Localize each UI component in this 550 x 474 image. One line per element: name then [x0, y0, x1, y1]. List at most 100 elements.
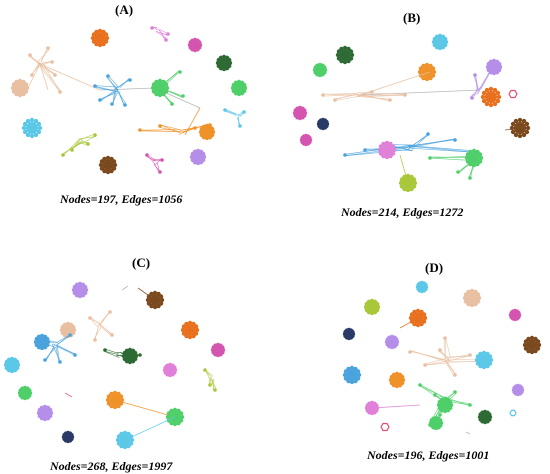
panel-d-tan-island-node [469, 288, 475, 294]
panel-b-tan-hub-edge [334, 95, 360, 102]
panel-a-magenta-fan-node [160, 158, 164, 162]
panel-c-orange-cluster-node [118, 394, 124, 399]
panel-a-label: (A) [115, 2, 134, 17]
panel-c-cyan-cluster [115, 430, 135, 450]
panel-a-green-fan [157, 70, 185, 106]
panel-c-purple-island-core [75, 285, 85, 295]
panel-b-orange-island [417, 62, 437, 82]
panel-d-green-hub-node [453, 390, 457, 394]
panel-a-pink-fan-edge [155, 31, 168, 39]
panel-c-darkgreen-cluster [121, 347, 139, 365]
panel-a-lime-fan-edge [77, 136, 97, 140]
panel-d-tan-hub-edge [409, 350, 448, 362]
panel-d-cyan-cluster-core [478, 354, 490, 366]
panel-c-orange-island-node [187, 334, 193, 340]
panel-a-pink-fan-edge [159, 29, 166, 41]
panel-c-red-link [64, 392, 73, 398]
panel-b-orange-island-node [424, 62, 430, 68]
panel-d-tan-island-node [469, 302, 475, 308]
panel-c-orange-island-node [184, 321, 189, 327]
panel-a-blue-hub-node [128, 78, 132, 82]
panel-a-tan-hub-edge [29, 55, 41, 64]
panel-b-blue-hub-edge [345, 149, 411, 157]
panel-a-blue-hub-node [98, 98, 102, 102]
panel-a-green-island-core [234, 83, 244, 93]
panel-b-lime-cluster [398, 173, 418, 193]
panel-c-brown-cluster-node [159, 297, 165, 303]
panel-a-tan-hub-node [50, 60, 54, 64]
panel-c-orange-island [180, 320, 200, 340]
panel-d-tan-hub [408, 336, 492, 377]
panel-a-orange-cluster [198, 123, 216, 141]
panel-a-brown-island [98, 155, 118, 175]
panel-a-tan-hub [28, 46, 62, 94]
panel-d-orange-cluster-node [421, 312, 427, 317]
panel-c-blue-cluster-core [37, 337, 47, 347]
panel-c-green-cluster-node [165, 414, 171, 420]
panel-b-lime-cluster-node [411, 177, 417, 182]
panel-d-tan-island-node [462, 295, 468, 301]
panel-d-blue-island-node [343, 376, 349, 381]
panel-a-green-island [230, 79, 248, 97]
panel-a-magenta-island [187, 37, 203, 53]
panel-b-cyan-island-node [442, 36, 448, 42]
panel-c-cyan-island-node [14, 359, 20, 365]
panel-b-brown-cluster-node [510, 121, 516, 127]
panel-d-cyan-ring [509, 409, 517, 417]
panel-a-blue-hub-edge [119, 78, 130, 89]
panel-d-tan-hub-node [408, 350, 412, 354]
panel-c-link [124, 416, 176, 441]
panel-b-orange-cluster-node [484, 87, 490, 93]
panel-c-darkgreen-fan-node [103, 348, 107, 352]
panel-d-tan-island [462, 288, 482, 308]
panel-b-tan-hub-edge [356, 94, 406, 98]
panel-d-tan-hub-node [443, 336, 447, 340]
panel-a-green-fan-node [170, 102, 174, 106]
panel-b-purple-fan-node [470, 96, 474, 100]
panel-c-lime-fan-edge [208, 377, 211, 385]
panel-a-purple-island [189, 148, 207, 166]
panel-c-lime-fan-node [208, 383, 212, 387]
panel-b-blue-hub-edge [408, 147, 474, 153]
panel-d-red-ring [380, 422, 390, 432]
panel-b-brown-cluster-node [524, 129, 530, 135]
panel-a-green-island-node [241, 82, 247, 88]
panel-a-cyan-fan-edge [238, 111, 244, 116]
panel-a-green-fan-node [181, 94, 185, 98]
panel-d-tan-hub-edge [444, 336, 446, 360]
panel-d-cyan-cluster-node [481, 364, 487, 370]
panel-a-tan-hub-node [53, 73, 57, 77]
panel-c-darkgreen-fan-node [138, 353, 142, 357]
panel-a-cyan-fan-edge [225, 110, 241, 117]
panel-b-green-island [312, 62, 328, 78]
panel-b-brown-cluster-node [525, 125, 531, 131]
panel-a-blue-hub-edge [96, 87, 117, 92]
panel-d-tan-hub-node [468, 353, 472, 357]
panel-c-tan-hub [88, 310, 114, 342]
panel-d-brown-island-node [536, 342, 542, 348]
panel-a-orange-hub-node [158, 124, 162, 128]
panel-b-pink-cluster-node [390, 144, 396, 149]
panel-d-orange-cluster [408, 308, 428, 328]
panel-b-purple-fan-edge [470, 86, 482, 98]
panel-d-tan-hub-edge [444, 360, 457, 376]
panel-c-orange-cluster [105, 390, 125, 410]
panel-b-darkgreen-island-node [342, 45, 348, 51]
panel-b-darkgreen-island-core [339, 49, 351, 61]
panel-a-magenta-fan-edge [147, 155, 156, 161]
panel-d-navy-island-core [346, 331, 352, 337]
panel-c-lime-fan-edge [210, 379, 214, 385]
panel-b-tan-hub-node [333, 98, 337, 102]
panel-d-orange-cluster-node [415, 322, 421, 328]
panel-a-cyan-island-node [37, 125, 43, 131]
panel-b-green-fan-edge [431, 155, 475, 159]
panel-a-orange-island [90, 28, 110, 48]
panel-a-green-fan-edge [161, 71, 180, 90]
panel-c-darkgreen-cluster-core [125, 351, 135, 361]
panel-d-tan-island-node [475, 292, 481, 297]
panel-c-blue-hub [36, 333, 77, 364]
panel-b-green-island-core [316, 66, 324, 74]
panel-a-lime-fan-edge [62, 140, 78, 157]
panel-a-pink-fan-node [166, 32, 170, 36]
panel-d-cyan-cluster-node [478, 351, 483, 357]
